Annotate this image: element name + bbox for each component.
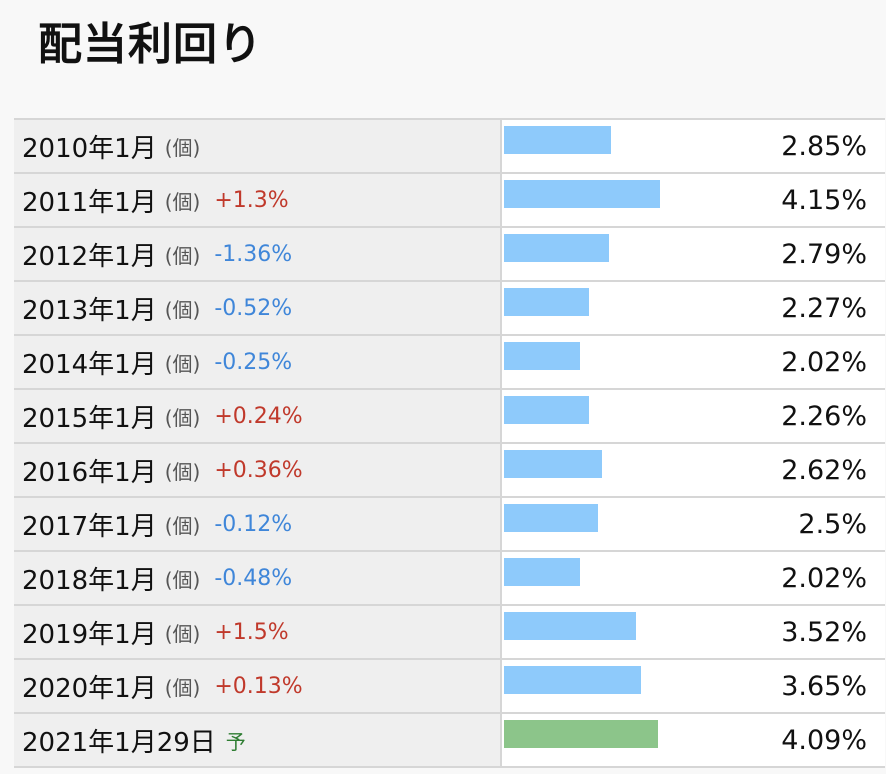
value-label: 2.79% <box>781 238 867 270</box>
unit-label: (個) <box>164 189 201 214</box>
table-row: 2017年1月 (個) -0.12% 2.5% <box>14 498 885 552</box>
table-row: 2011年1月 (個) +1.3% 4.15% <box>14 174 885 228</box>
row-label-cell: 2013年1月 (個) -0.52% <box>14 282 502 334</box>
unit-label: (個) <box>164 621 201 646</box>
unit-label: (個) <box>164 459 201 484</box>
row-label-cell: 2017年1月 (個) -0.12% <box>14 498 502 550</box>
date-label: 2010年1月 <box>22 133 157 164</box>
bar-cell: 3.52% <box>502 606 885 658</box>
bar <box>504 450 603 478</box>
dividend-yield-table: 2010年1月 (個) 2.85% 2011年1月 (個) +1.3% 4.15% 2012年… <box>14 118 885 768</box>
change-label: -0.25% <box>214 349 293 375</box>
value-label: 3.52% <box>781 616 867 648</box>
bar <box>504 504 598 532</box>
row-label-cell: 2012年1月 (個) -1.36% <box>14 228 502 280</box>
row-label-cell: 2011年1月 (個) +1.3% <box>14 174 502 226</box>
change-label: +1.3% <box>214 187 289 213</box>
value-label: 2.02% <box>781 346 867 378</box>
bar-cell: 3.65% <box>502 660 885 712</box>
date-label: 2013年1月 <box>22 295 157 326</box>
value-label: 2.85% <box>781 130 867 162</box>
unit-label: (個) <box>164 135 201 160</box>
change-label: +0.13% <box>214 673 303 699</box>
unit-label: (個) <box>164 513 201 538</box>
bar <box>504 720 658 748</box>
bar <box>504 612 637 640</box>
value-label: 2.5% <box>798 508 867 540</box>
bar <box>504 126 612 154</box>
table-row: 2018年1月 (個) -0.48% 2.02% <box>14 552 885 606</box>
table-row: 2010年1月 (個) 2.85% <box>14 120 885 174</box>
row-label-cell: 2021年1月29日予 <box>14 714 502 766</box>
bar <box>504 180 660 208</box>
value-label: 4.15% <box>781 184 867 216</box>
table-row: 2020年1月 (個) +0.13% 3.65% <box>14 660 885 714</box>
bar-cell: 2.27% <box>502 282 885 334</box>
table-row: 2016年1月 (個) +0.36% 2.62% <box>14 444 885 498</box>
table-row: 2012年1月 (個) -1.36% 2.79% <box>14 228 885 282</box>
page-title: 配当利回り <box>38 19 263 70</box>
date-label: 2021年1月29日 <box>22 727 216 758</box>
row-label-cell: 2016年1月 (個) +0.36% <box>14 444 502 496</box>
table-row: 2021年1月29日予 4.09% <box>14 714 885 768</box>
change-label: +0.36% <box>214 457 303 483</box>
bar-cell: 2.5% <box>502 498 885 550</box>
change-label: -1.36% <box>214 241 293 267</box>
bar <box>504 396 589 424</box>
row-label-cell: 2010年1月 (個) <box>14 120 502 172</box>
row-label-cell: 2018年1月 (個) -0.48% <box>14 552 502 604</box>
bar-cell: 4.15% <box>502 174 885 226</box>
bar-cell: 2.62% <box>502 444 885 496</box>
prediction-badge: 予 <box>225 729 246 754</box>
table-row: 2019年1月 (個) +1.5% 3.52% <box>14 606 885 660</box>
change-label: +1.5% <box>214 619 289 645</box>
bar-cell: 2.79% <box>502 228 885 280</box>
change-label: -0.52% <box>214 295 293 321</box>
bar-cell: 2.26% <box>502 390 885 442</box>
value-label: 2.02% <box>781 562 867 594</box>
date-label: 2017年1月 <box>22 511 157 542</box>
value-label: 2.62% <box>781 454 867 486</box>
bar-cell: 2.02% <box>502 336 885 388</box>
row-label-cell: 2014年1月 (個) -0.25% <box>14 336 502 388</box>
date-label: 2014年1月 <box>22 349 157 380</box>
table-row: 2015年1月 (個) +0.24% 2.26% <box>14 390 885 444</box>
bar-cell: 2.85% <box>502 120 885 172</box>
date-label: 2011年1月 <box>22 187 157 218</box>
bar-cell: 4.09% <box>502 714 885 766</box>
bar <box>504 234 609 262</box>
value-label: 3.65% <box>781 670 867 702</box>
bar <box>504 288 590 316</box>
date-label: 2016年1月 <box>22 457 157 488</box>
unit-label: (個) <box>164 351 201 376</box>
bar <box>504 558 580 586</box>
date-label: 2020年1月 <box>22 673 157 704</box>
unit-label: (個) <box>164 675 201 700</box>
date-label: 2019年1月 <box>22 619 157 650</box>
table-row: 2014年1月 (個) -0.25% 2.02% <box>14 336 885 390</box>
row-label-cell: 2020年1月 (個) +0.13% <box>14 660 502 712</box>
date-label: 2015年1月 <box>22 403 157 434</box>
bar <box>504 342 580 370</box>
date-label: 2012年1月 <box>22 241 157 272</box>
value-label: 2.27% <box>781 292 867 324</box>
bar <box>504 666 642 694</box>
change-label: +0.24% <box>214 403 303 429</box>
value-label: 4.09% <box>781 724 867 756</box>
value-label: 2.26% <box>781 400 867 432</box>
table-row: 2013年1月 (個) -0.52% 2.27% <box>14 282 885 336</box>
row-label-cell: 2015年1月 (個) +0.24% <box>14 390 502 442</box>
bar-cell: 2.02% <box>502 552 885 604</box>
change-label: -0.12% <box>214 511 293 537</box>
unit-label: (個) <box>164 405 201 430</box>
date-label: 2018年1月 <box>22 565 157 596</box>
change-label: -0.48% <box>214 565 293 591</box>
row-label-cell: 2019年1月 (個) +1.5% <box>14 606 502 658</box>
unit-label: (個) <box>164 243 201 268</box>
unit-label: (個) <box>164 297 201 322</box>
unit-label: (個) <box>164 567 201 592</box>
